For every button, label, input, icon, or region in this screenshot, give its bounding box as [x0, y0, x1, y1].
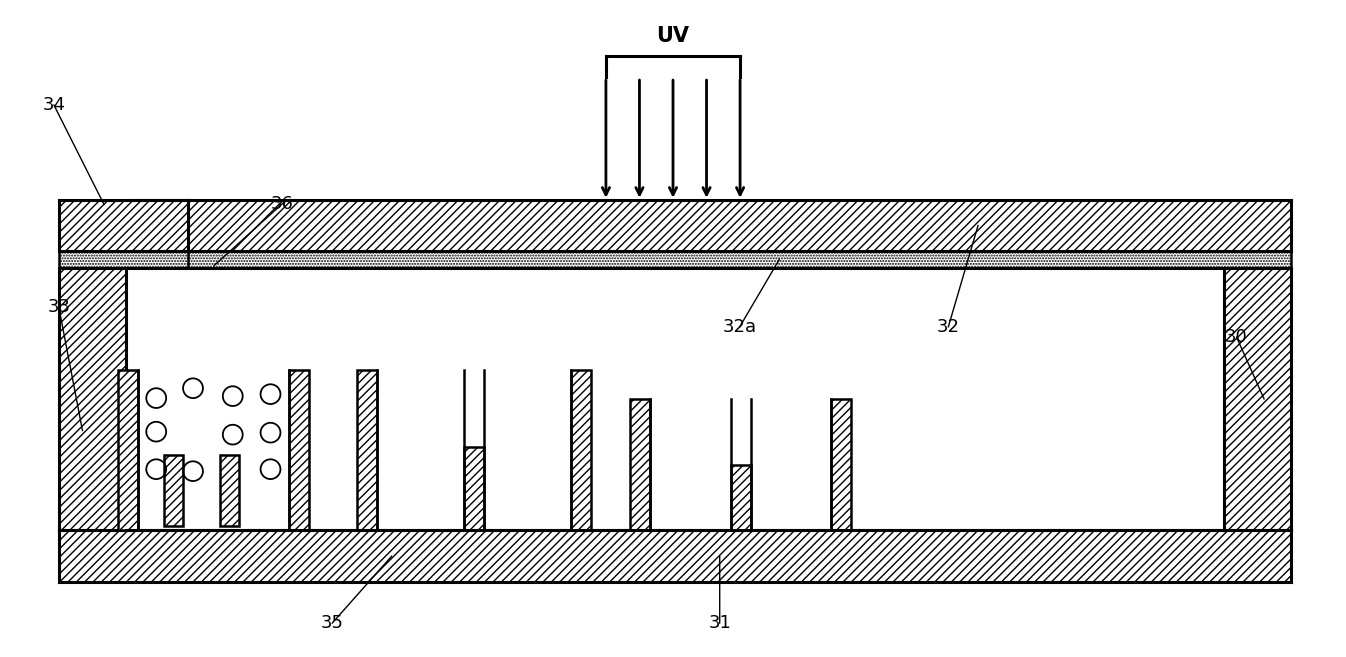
Bar [59, 200, 188, 251]
Bar [630, 399, 650, 530]
Bar [483, 371, 571, 530]
Text: 36: 36 [271, 194, 293, 213]
Bar [377, 371, 464, 530]
Bar [751, 399, 830, 530]
Bar [135, 200, 1291, 251]
Text: 31: 31 [708, 614, 731, 632]
Text: 34: 34 [42, 96, 66, 114]
Text: 30: 30 [1225, 328, 1248, 346]
Bar [127, 268, 1224, 530]
Bar [830, 399, 851, 530]
Text: 33: 33 [47, 298, 70, 316]
Bar [1224, 268, 1291, 530]
Bar [118, 371, 139, 530]
Text: UV: UV [657, 26, 689, 45]
Bar [650, 399, 731, 530]
Bar [219, 455, 238, 526]
Bar [59, 251, 188, 268]
Text: 32: 32 [937, 318, 960, 336]
Bar [464, 447, 483, 530]
Bar [164, 455, 183, 526]
Bar [59, 268, 127, 530]
Bar [357, 371, 377, 530]
Text: 35: 35 [320, 614, 343, 632]
Bar [731, 465, 751, 530]
Bar [135, 251, 1291, 268]
Bar [571, 371, 591, 530]
Text: 32a: 32a [723, 318, 756, 336]
Bar [59, 530, 1291, 581]
Bar [139, 371, 289, 530]
Bar [289, 371, 310, 530]
